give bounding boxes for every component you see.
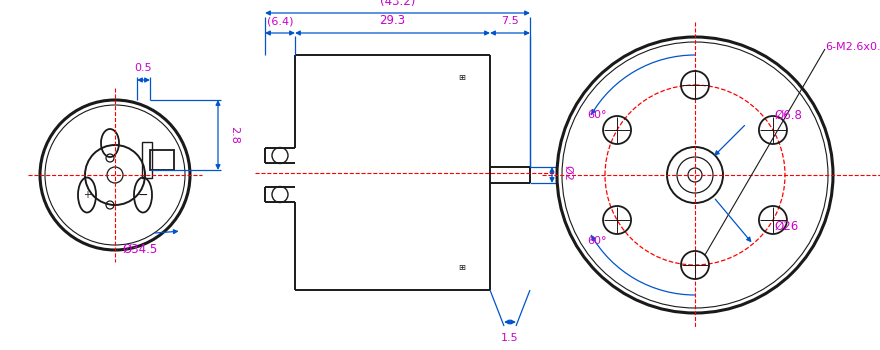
Text: Ø34.5: Ø34.5 xyxy=(122,243,158,256)
Text: −: − xyxy=(138,189,148,202)
Text: 0.5: 0.5 xyxy=(135,63,152,73)
Text: (43.2): (43.2) xyxy=(380,0,415,7)
Text: 6-M2.6x0.45×3dp.: 6-M2.6x0.45×3dp. xyxy=(825,42,880,52)
Text: 60°: 60° xyxy=(587,236,606,246)
Text: 2.8: 2.8 xyxy=(229,126,239,144)
Text: Ø26: Ø26 xyxy=(775,219,799,232)
Text: 7.5: 7.5 xyxy=(501,16,519,26)
Text: Ø2: Ø2 xyxy=(563,164,573,181)
Text: ⊞: ⊞ xyxy=(458,264,466,273)
Bar xyxy=(150,150,174,170)
Text: +: + xyxy=(83,190,91,200)
Text: Ø6.8: Ø6.8 xyxy=(774,109,803,122)
Text: 60°: 60° xyxy=(587,110,606,120)
Text: 1.5: 1.5 xyxy=(502,333,519,343)
Bar xyxy=(142,142,152,178)
Text: ⊞: ⊞ xyxy=(458,72,466,82)
Text: 29.3: 29.3 xyxy=(379,14,406,28)
Text: (6.4): (6.4) xyxy=(267,16,293,26)
